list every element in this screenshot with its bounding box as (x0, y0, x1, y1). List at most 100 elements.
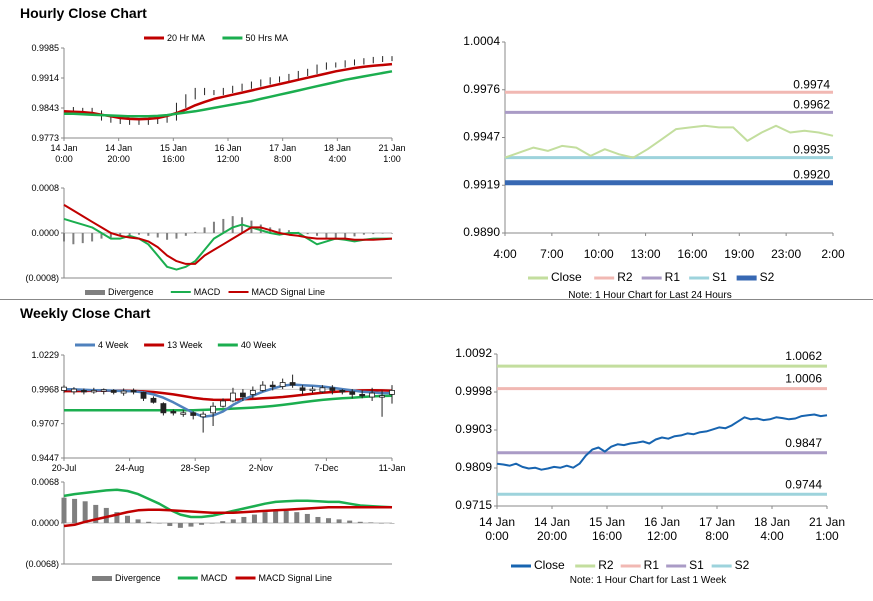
hourly-pivot-ytick-label: 0.9947 (463, 130, 500, 144)
hourly-divergence-bar (203, 227, 206, 233)
weekly-divergence-bar (146, 521, 152, 523)
weekly-candle-body (150, 397, 157, 403)
weekly-candle-body (210, 405, 216, 414)
hourly-pivot-ytick-label: 1.0004 (463, 34, 500, 48)
weekly-divergence-bar (103, 507, 109, 523)
weekly-divergence-bar (156, 523, 162, 524)
weekly-candle-body (279, 382, 286, 387)
weekly-candle-body (359, 393, 366, 397)
hourly-divergence-bar (156, 233, 159, 238)
weekly-pivot-xtick-label: 21 Jan (809, 515, 845, 529)
weekly-pivot-xtick-label: 15 Jan (589, 515, 625, 529)
weekly-divergence-bar (61, 497, 67, 523)
weekly-divergence-bar (336, 519, 342, 523)
weekly-candle-body (289, 382, 296, 386)
weekly-macd-ytick-label: 0.0068 (31, 477, 59, 487)
weekly-pivot-xtick-label: 16 Jan (644, 515, 680, 529)
hourly-divergence-bar (334, 233, 337, 240)
weekly-candle-body (110, 390, 117, 393)
hourly-divergence-bar (287, 230, 290, 233)
weekly-pivot-xtick-label: 20:00 (537, 529, 567, 543)
hourly-pivot-xtick-label: 7:00 (540, 247, 564, 261)
weekly-candle-body (140, 392, 147, 399)
weekly-divergence-bar (114, 512, 120, 523)
weekly-candle-body (249, 390, 256, 395)
hourly-divergence-bar (194, 231, 197, 233)
hourly-divergence-bar (344, 233, 347, 239)
hourly-pivot-xtick-label: 4:00 (493, 247, 517, 261)
weekly-pivot-ytick-label: 0.9715 (455, 498, 492, 512)
weekly-4w-line (63, 383, 392, 419)
weekly-candle-body (299, 387, 306, 391)
weekly-pivot-xtick-label: 16:00 (592, 529, 622, 543)
weekly-candle-body (349, 391, 356, 395)
weekly-price-xtick-label: 7-Dec (314, 463, 339, 473)
hourly-macd-ytick-label: 0.0000 (31, 228, 59, 238)
weekly-pivot-close-line (496, 413, 828, 471)
weekly-divergence-bar (378, 523, 384, 524)
hourly-signal-line (63, 204, 393, 265)
weekly-price-ytick-label: 0.9707 (31, 419, 59, 429)
hourly-pivot-close-line (504, 124, 834, 159)
weekly-candle-body (369, 392, 376, 398)
weekly-divergence-bar (389, 523, 395, 524)
hourly-price-xtick-label: 16 Jan (214, 143, 241, 153)
hourly-price-xtick-label: 14 Jan (105, 143, 132, 153)
hourly-pivot-xtick-label: 2:00 (821, 247, 845, 261)
weekly-pivot-ytick-label: 0.9809 (455, 460, 492, 474)
weekly-candle-body (90, 390, 97, 393)
weekly-candle-body (170, 411, 177, 414)
weekly-candle-body (190, 412, 197, 416)
hourly-pivot-s1-label: 0.9935 (793, 143, 830, 157)
hourly-divergence-bar (109, 233, 112, 238)
weekly-candle-body (230, 392, 236, 402)
weekly-divergence-bar (262, 512, 268, 523)
weekly-candle-body (61, 386, 67, 391)
weekly-pivot-r1-label: 1.0006 (785, 372, 822, 386)
hourly-divergence-bar (259, 224, 262, 233)
weekly-candle-body (71, 388, 77, 393)
weekly-macd-legend-swatch (92, 576, 112, 581)
weekly-candle-body (160, 403, 167, 414)
hourly-ma20-line (63, 62, 393, 121)
weekly-pivot-xtick-label: 17 Jan (699, 515, 735, 529)
hourly-price-xtick-label: 21 Jan (378, 143, 405, 153)
weekly-pivot-note: Note: 1 Hour Chart for Last 1 Week (570, 575, 728, 586)
weekly-candle-body (259, 384, 266, 391)
hourly-price-xtick-label: 4:00 (329, 154, 347, 164)
weekly-pivot-xtick-label: 8:00 (705, 529, 729, 543)
weekly-divergence-bar (283, 510, 289, 523)
hourly-pivot-r1-label: 0.9962 (793, 97, 830, 111)
weekly-candle-body (220, 400, 226, 407)
weekly-pivot-ytick-label: 1.0092 (455, 346, 492, 360)
hourly-pivot-ytick-label: 0.9976 (463, 82, 500, 96)
hourly-price-xtick-label: 14 Jan (50, 143, 77, 153)
weekly-candle-body (100, 389, 107, 392)
weekly-divergence-bar (135, 519, 141, 523)
hourly-pivot-legend-label: S2 (760, 270, 775, 284)
hourly-pivot-legend-label: R1 (665, 270, 681, 284)
weekly-price-ytick-label: 0.9447 (31, 453, 59, 463)
hourly-price-xtick-label: 8:00 (274, 154, 292, 164)
hourly-divergence-bar (231, 216, 234, 233)
hourly-pivot-note: Note: 1 Hour Chart for Last 24 Hours (568, 290, 731, 301)
weekly-pivot-legend-label: S1 (689, 558, 704, 572)
hourly-divergence-bar (119, 233, 122, 237)
hourly-pivot-xtick-label: 19:00 (724, 247, 754, 261)
hourly-macd-ytick-label: 0.0008 (31, 183, 59, 193)
weekly-candle-body (389, 390, 395, 395)
weekly-divergence-bar (93, 504, 99, 523)
hourly-pivot-ytick-label: 0.9890 (463, 225, 500, 239)
hourly-divergence-bar (175, 233, 178, 239)
hourly-price-xtick-label: 1:00 (383, 154, 401, 164)
hourly-price-legend-label: 20 Hr MA (167, 33, 205, 43)
hourly-pivot-xtick-label: 10:00 (584, 247, 614, 261)
weekly-signal-line (63, 506, 392, 528)
hourly-price-xtick-label: 18 Jan (324, 143, 351, 153)
hourly-pivot-ytick-label: 0.9919 (463, 177, 500, 191)
weekly-divergence-bar (72, 498, 78, 523)
weekly-pivot-xtick-label: 12:00 (647, 529, 677, 543)
hourly-divergence-bar (184, 233, 187, 236)
weekly-macd-legend-label: Divergence (115, 573, 161, 583)
